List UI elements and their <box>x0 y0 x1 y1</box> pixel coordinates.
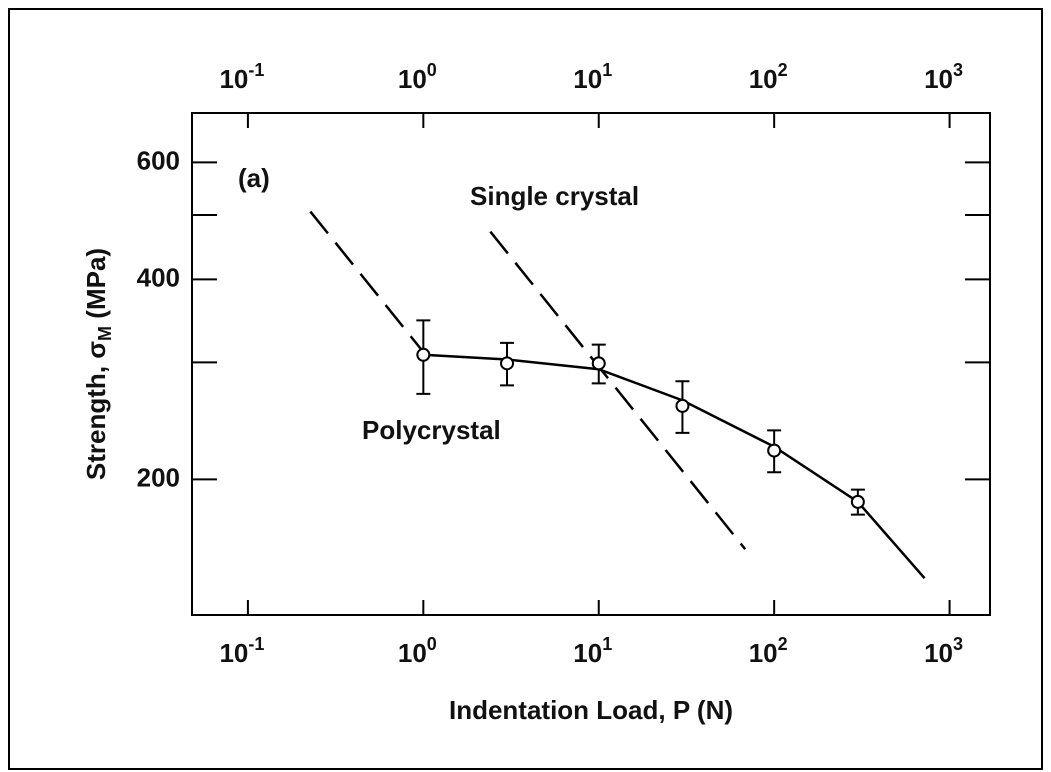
tick-base: 10 <box>398 64 427 94</box>
tick-exponent: -1 <box>248 60 264 80</box>
tick-base: 10 <box>219 638 248 668</box>
y-tick-label: 200 <box>137 462 180 492</box>
x-tick-label: 102 <box>749 634 788 668</box>
tick-exponent: 3 <box>953 60 963 80</box>
data-point <box>850 494 865 509</box>
solid-line <box>423 353 926 580</box>
x-tick-label-top: 10-1 <box>219 60 264 94</box>
annotation: Polycrystal <box>362 415 501 445</box>
x-tick-label: 100 <box>398 634 437 668</box>
frame <box>8 8 1043 770</box>
tick-base: 10 <box>749 638 778 668</box>
tick-exponent: -1 <box>248 634 264 654</box>
dashed-line <box>309 210 425 353</box>
y-label-main: Strength, σ <box>81 341 111 480</box>
tick-base: 10 <box>573 64 602 94</box>
x-tick-label: 103 <box>924 634 963 668</box>
tick-base: 10 <box>924 638 953 668</box>
annotation: (a) <box>238 163 270 193</box>
y-label-unit: (MPa) <box>81 248 111 326</box>
tick-base: 10 <box>749 64 778 94</box>
tick-exponent: 2 <box>778 634 788 654</box>
x-tick-label-top: 101 <box>573 60 612 94</box>
tick-exponent: 3 <box>953 634 963 654</box>
x-axis-label: Indentation Load, P (N) <box>449 695 733 725</box>
tick-base: 10 <box>398 638 427 668</box>
tick-exponent: 2 <box>778 60 788 80</box>
tick-base: 10 <box>924 64 953 94</box>
tick-exponent: 1 <box>602 60 612 80</box>
data-point <box>767 443 782 458</box>
plot-area <box>191 112 991 616</box>
x-tick-label-top: 100 <box>398 60 437 94</box>
dashed-line <box>489 230 747 551</box>
data-point <box>416 347 431 362</box>
tick-exponent: 1 <box>602 634 612 654</box>
x-tick-label-top: 103 <box>924 60 963 94</box>
x-tick-label: 10-1 <box>219 634 264 668</box>
y-label-sub: M <box>95 326 115 341</box>
tick-exponent: 0 <box>427 634 437 654</box>
tick-base: 10 <box>573 638 602 668</box>
tick-exponent: 0 <box>427 60 437 80</box>
y-tick-label: 600 <box>137 145 180 175</box>
data-point <box>591 356 606 371</box>
tick-base: 10 <box>219 64 248 94</box>
annotation: Single crystal <box>470 181 639 211</box>
x-tick-label: 101 <box>573 634 612 668</box>
x-tick-label-top: 102 <box>749 60 788 94</box>
data-point <box>675 398 690 413</box>
data-point <box>500 356 515 371</box>
y-tick-label: 400 <box>137 262 180 292</box>
y-axis-label: Strength, σM (MPa) <box>81 248 115 480</box>
